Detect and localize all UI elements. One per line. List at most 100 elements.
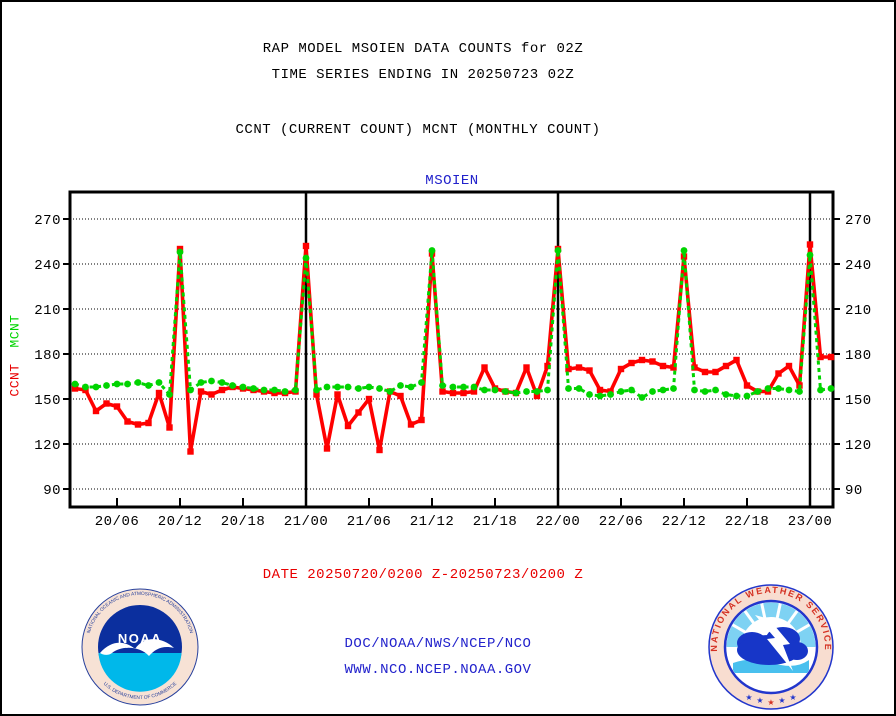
y-tick-label-left: 240	[34, 258, 61, 274]
y-tick-label-right: 180	[845, 348, 872, 364]
marker-mcnt	[659, 386, 667, 394]
marker-ccnt	[187, 448, 194, 455]
marker-mcnt	[712, 386, 719, 394]
marker-mcnt	[302, 254, 310, 262]
marker-mcnt	[628, 386, 635, 394]
marker-mcnt	[313, 386, 320, 394]
marker-ccnt	[533, 392, 541, 400]
marker-ccnt	[481, 364, 488, 371]
footer-org-line: DOC/NOAA/NWS/NCEP/NCO	[344, 636, 532, 652]
noaa-seagull-icon	[100, 639, 174, 656]
marker-mcnt	[355, 385, 362, 392]
marker-mcnt	[638, 394, 646, 401]
marker-ccnt	[313, 391, 320, 398]
y-tick-label-left: 210	[34, 303, 61, 319]
marker-mcnt	[481, 386, 488, 394]
marker-ccnt	[407, 421, 415, 428]
marker-ccnt	[785, 362, 793, 370]
marker-mcnt	[145, 382, 152, 389]
y-tick-label-left: 120	[34, 438, 61, 454]
marker-mcnt	[523, 388, 530, 395]
marker-mcnt	[575, 385, 583, 392]
noaa-globe-lower	[98, 653, 182, 692]
marker-mcnt	[565, 385, 572, 392]
marker-ccnt	[806, 241, 814, 248]
marker-ccnt	[439, 388, 446, 395]
marker-mcnt	[187, 386, 194, 394]
marker-mcnt	[775, 385, 782, 392]
marker-mcnt	[197, 379, 205, 386]
marker-mcnt	[554, 247, 562, 254]
marker-ccnt	[628, 359, 635, 367]
marker-mcnt	[134, 379, 142, 386]
marker-mcnt	[733, 392, 740, 400]
marker-ccnt	[638, 356, 646, 364]
x-tick-label: 22/00	[536, 514, 581, 530]
plot-title: MSOIEN	[425, 173, 479, 189]
marker-mcnt	[544, 386, 551, 394]
marker-mcnt	[292, 386, 299, 394]
marker-mcnt	[344, 383, 352, 391]
marker-mcnt	[827, 385, 835, 392]
marker-mcnt	[418, 379, 425, 386]
marker-mcnt	[806, 251, 814, 259]
marker-mcnt	[439, 382, 446, 389]
y-tick-label-left: 180	[34, 348, 61, 364]
nws-water-band	[733, 659, 809, 673]
marker-mcnt	[71, 380, 79, 388]
marker-mcnt	[607, 391, 614, 398]
marker-ccnt	[649, 358, 656, 365]
marker-mcnt	[92, 383, 100, 391]
counts-caption: CCNT (CURRENT COUNT) MCNT (MONTHLY COUNT…	[235, 122, 601, 138]
marker-ccnt	[470, 388, 478, 395]
x-tick-label: 21/12	[410, 514, 455, 530]
marker-ccnt	[103, 400, 110, 407]
marker-ccnt	[334, 391, 341, 398]
marker-ccnt	[449, 389, 457, 397]
marker-mcnt	[586, 391, 593, 398]
marker-ccnt	[145, 419, 152, 427]
marker-mcnt	[376, 385, 383, 392]
marker-mcnt	[743, 392, 751, 400]
marker-mcnt	[260, 386, 268, 394]
marker-ccnt	[155, 389, 163, 397]
svg-text:★: ★	[767, 698, 774, 707]
x-tick-label: 20/18	[221, 514, 266, 530]
marker-ccnt	[344, 422, 352, 430]
nws-lightning-icon	[755, 615, 793, 671]
marker-mcnt	[764, 385, 772, 392]
marker-ccnt	[397, 392, 404, 400]
y-tick-label-left: 270	[34, 213, 61, 229]
marker-ccnt	[208, 391, 215, 398]
nws-logo: NATIONAL WEATHER SERVICE ★ ★ ★ ★ ★	[708, 584, 834, 710]
marker-mcnt	[428, 247, 436, 254]
marker-ccnt	[743, 382, 751, 389]
marker-mcnt	[649, 388, 656, 395]
marker-mcnt	[817, 386, 824, 394]
marker-mcnt	[166, 391, 173, 398]
marker-ccnt	[418, 416, 425, 424]
marker-ccnt	[460, 389, 467, 397]
marker-ccnt	[733, 356, 740, 364]
nws-stars: ★ ★ ★ ★ ★	[745, 693, 796, 707]
marker-mcnt	[271, 386, 278, 394]
marker-ccnt	[596, 386, 604, 394]
y-tick-label-right: 120	[845, 438, 872, 454]
x-tick-label: 22/18	[725, 514, 770, 530]
marker-mcnt	[323, 383, 331, 391]
title-line-1: RAP MODEL MSOIEN DATA COUNTS for 02Z	[262, 41, 584, 57]
x-tick-label: 20/12	[158, 514, 203, 530]
y-tick-label-right: 270	[845, 213, 872, 229]
marker-mcnt	[502, 388, 509, 395]
y-tick-label-right: 240	[845, 258, 872, 274]
x-tick-label: 22/06	[599, 514, 644, 530]
marker-mcnt	[691, 386, 698, 394]
marker-mcnt	[386, 388, 394, 395]
marker-mcnt	[617, 388, 625, 395]
marker-mcnt	[250, 385, 257, 392]
marker-ccnt	[323, 445, 331, 452]
marker-mcnt	[512, 389, 520, 397]
marker-mcnt	[533, 388, 541, 395]
marker-ccnt	[722, 362, 730, 370]
